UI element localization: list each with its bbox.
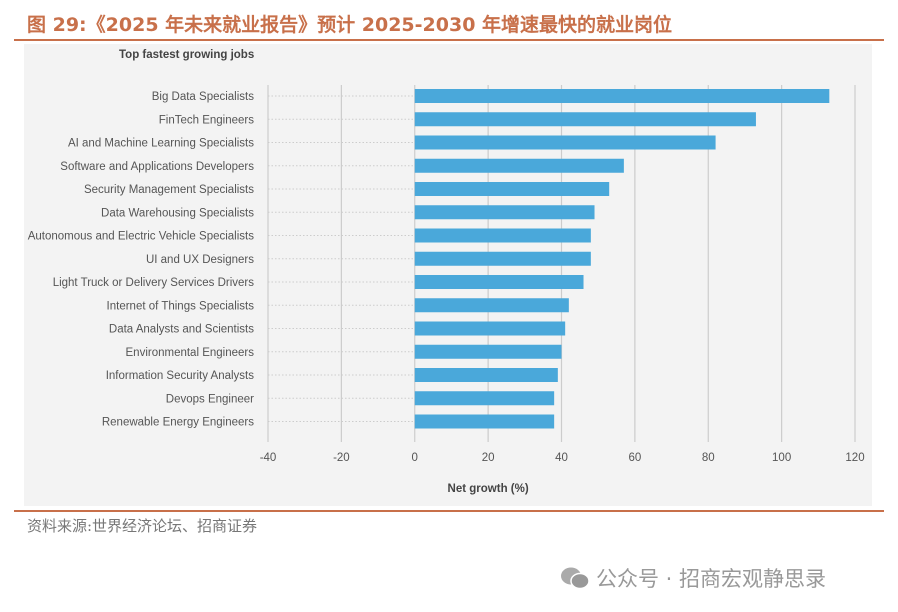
source-note: 资料来源:世界经济论坛、招商证券 bbox=[27, 517, 258, 535]
chart-title: Top fastest growing jobs bbox=[119, 49, 254, 61]
category-label: Information Security Analysts bbox=[106, 370, 255, 382]
bar bbox=[414, 391, 555, 406]
x-tick-label: -20 bbox=[333, 452, 350, 464]
bar bbox=[414, 368, 558, 382]
watermark-text: 公众号 · 招商宏观静思录 bbox=[596, 567, 827, 591]
bar bbox=[414, 298, 569, 313]
x-tick-label: 80 bbox=[702, 452, 715, 464]
category-label: Security Management Specialists bbox=[84, 184, 254, 196]
category-label: Big Data Specialists bbox=[152, 91, 255, 103]
bar bbox=[414, 182, 610, 196]
x-tick-label: 40 bbox=[555, 452, 568, 464]
x-tick-label: 120 bbox=[845, 452, 864, 464]
category-label: Renewable Energy Engineers bbox=[102, 417, 254, 429]
x-tick-label: 100 bbox=[772, 452, 791, 464]
category-label: Internet of Things Specialists bbox=[107, 300, 255, 312]
category-label: Light Truck or Delivery Services Drivers bbox=[53, 277, 255, 289]
category-label: Software and Applications Developers bbox=[60, 161, 254, 173]
figure-title: 图 29:《2025 年未来就业报告》预计 2025-2030 年增速最快的就业… bbox=[27, 14, 673, 36]
chart-panel: Top fastest growing jobs -40 -20 0 20 40 60 80 1… bbox=[24, 44, 872, 506]
category-label: FinTech Engineers bbox=[159, 114, 254, 126]
bar bbox=[414, 275, 584, 289]
category-label: Data Analysts and Scientists bbox=[109, 324, 254, 336]
category-label: Devops Engineer bbox=[166, 393, 254, 405]
watermark: 公众号 · 招商宏观静思录 bbox=[560, 563, 826, 593]
bar bbox=[414, 205, 595, 220]
x-axis-label: Net growth (%) bbox=[448, 483, 529, 495]
bottom-rule bbox=[14, 510, 884, 512]
bar bbox=[414, 414, 555, 429]
category-label: UI and UX Designers bbox=[146, 254, 254, 266]
bar bbox=[414, 321, 566, 336]
bar bbox=[414, 112, 756, 127]
bar bbox=[414, 228, 591, 243]
category-label: Environmental Engineers bbox=[126, 347, 255, 359]
bar bbox=[414, 135, 716, 150]
bar bbox=[414, 344, 562, 359]
bar bbox=[414, 158, 624, 173]
x-tick-label: 20 bbox=[482, 452, 495, 464]
bar-chart: Top fastest growing jobs -40 -20 0 20 40 60 80 1… bbox=[28, 49, 865, 495]
wechat-icon bbox=[561, 567, 590, 590]
top-rule bbox=[14, 39, 884, 41]
x-tick-label: 60 bbox=[628, 452, 641, 464]
category-label: Autonomous and Electric Vehicle Speciali… bbox=[28, 231, 255, 243]
category-label: Data Warehousing Specialists bbox=[101, 207, 254, 219]
bar bbox=[414, 89, 830, 103]
bar bbox=[414, 251, 591, 266]
x-tick-label: 0 bbox=[412, 452, 418, 464]
x-tick-label: -40 bbox=[260, 452, 277, 464]
category-label: AI and Machine Learning Specialists bbox=[68, 138, 254, 150]
